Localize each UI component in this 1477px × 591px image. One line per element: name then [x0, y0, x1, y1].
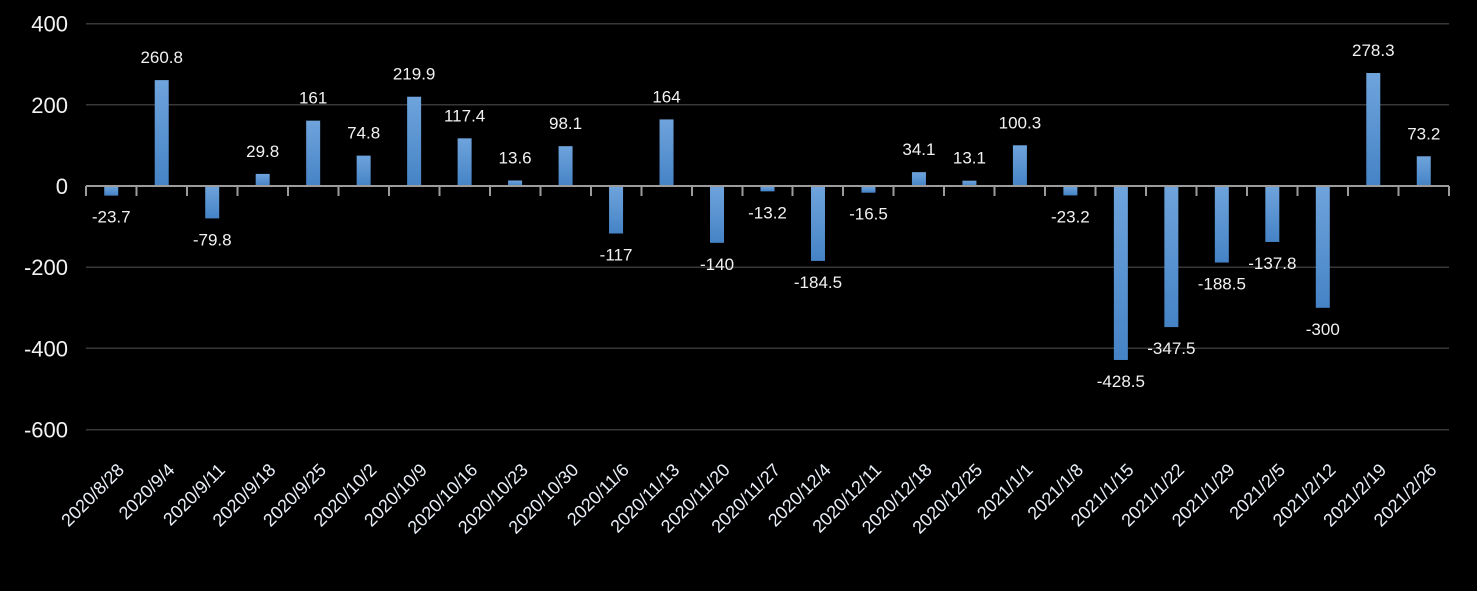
- bar: [659, 119, 674, 186]
- bar: [810, 186, 825, 261]
- bar-value-label: 74.8: [347, 124, 380, 143]
- bar-value-label: 13.1: [953, 149, 986, 168]
- bar-value-label: 98.1: [549, 114, 582, 133]
- bar-value-label: 73.2: [1407, 124, 1440, 143]
- bar-value-label: 161: [299, 89, 327, 108]
- bar-value-label: 278.3: [1352, 41, 1395, 60]
- bar-value-label: 117.4: [444, 106, 485, 125]
- bar-value-label: -117: [600, 246, 633, 265]
- bar: [1214, 186, 1229, 263]
- bar-value-label: 164: [652, 87, 680, 106]
- y-axis-tick-label: -400: [24, 336, 68, 361]
- y-axis-tick-label: -200: [24, 255, 68, 280]
- bar-value-label: -140: [700, 255, 734, 274]
- bar-value-label: -137.8: [1248, 254, 1296, 273]
- bar: [760, 186, 775, 192]
- bar-value-label: 29.8: [246, 142, 279, 161]
- bar-value-label: -347.5: [1147, 339, 1195, 358]
- bar: [1366, 73, 1381, 186]
- bar-value-label: 219.9: [393, 65, 436, 84]
- bar-value-label: -300: [1306, 320, 1340, 339]
- bar: [457, 138, 472, 186]
- bar: [962, 180, 977, 186]
- y-axis-tick-label: 0: [56, 174, 68, 199]
- y-axis-tick-label: 200: [31, 93, 68, 118]
- bar: [1012, 145, 1027, 186]
- bar: [205, 186, 220, 219]
- y-axis-tick-label: -600: [24, 418, 68, 443]
- bar-value-label: -23.2: [1051, 207, 1090, 226]
- bar: [356, 155, 371, 186]
- bar: [407, 96, 422, 186]
- bar: [306, 120, 321, 186]
- bar: [558, 146, 573, 186]
- bar: [508, 180, 523, 186]
- bar: [1315, 186, 1330, 308]
- bar: [710, 186, 725, 243]
- bar-value-label: 100.3: [999, 113, 1042, 132]
- bar-value-label: -188.5: [1198, 275, 1246, 294]
- bar: [154, 80, 169, 186]
- bar-value-label: -428.5: [1097, 372, 1145, 391]
- bar: [255, 173, 270, 186]
- bar: [609, 186, 624, 234]
- bar-value-label: 34.1: [902, 140, 935, 159]
- bar: [1416, 156, 1431, 186]
- bar-value-label: -23.7: [92, 208, 131, 227]
- bar-value-label: -16.5: [849, 205, 888, 224]
- bar-value-label: 260.8: [140, 48, 183, 67]
- bar-value-label: -79.8: [193, 230, 232, 249]
- bar: [1164, 186, 1179, 328]
- bar: [1265, 186, 1280, 242]
- bar: [1113, 186, 1128, 360]
- bar: [1063, 186, 1078, 196]
- bar-value-label: 13.6: [499, 148, 532, 167]
- bar: [911, 172, 926, 186]
- bar-value-label: -13.2: [748, 203, 787, 222]
- bar: [104, 186, 119, 196]
- y-axis-tick-label: 400: [31, 12, 68, 37]
- bar-value-label: -184.5: [794, 273, 842, 292]
- bar: [861, 186, 876, 193]
